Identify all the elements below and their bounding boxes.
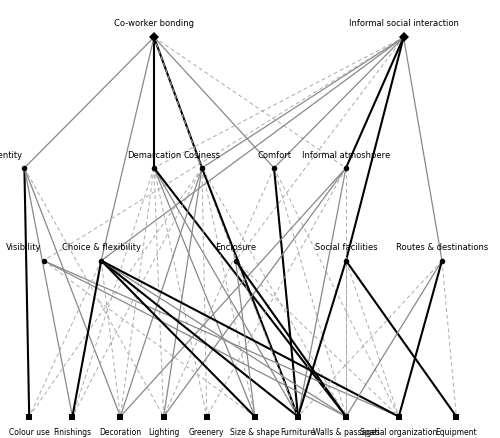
Text: Enclosure: Enclosure — [215, 243, 256, 252]
Text: Social facilities: Social facilities — [314, 243, 378, 252]
Text: Cosiness: Cosiness — [184, 150, 220, 159]
Text: Visibility: Visibility — [6, 243, 41, 252]
Text: Informal social interaction: Informal social interaction — [348, 19, 459, 28]
Text: Routes & destinations: Routes & destinations — [396, 243, 488, 252]
Text: Equipment: Equipment — [436, 427, 477, 436]
Text: Co-worker bonding: Co-worker bonding — [114, 19, 194, 28]
Text: Lighting: Lighting — [148, 427, 180, 436]
Text: Walls & passages: Walls & passages — [312, 427, 380, 436]
Text: Furniture: Furniture — [280, 427, 316, 436]
Text: Size & shape: Size & shape — [230, 427, 280, 436]
Text: Informal atmoshpere: Informal atmoshpere — [302, 150, 390, 159]
Text: Comfort: Comfort — [257, 150, 291, 159]
Text: Colour use: Colour use — [9, 427, 50, 436]
Text: Demarcation: Demarcation — [127, 150, 181, 159]
Text: Finishings: Finishings — [54, 427, 92, 436]
Text: Spatial organization: Spatial organization — [360, 427, 438, 436]
Text: Decoration: Decoration — [100, 427, 141, 436]
Text: Choice & flexibility: Choice & flexibility — [62, 243, 140, 252]
Text: Greenery: Greenery — [189, 427, 224, 436]
Text: Visual identity: Visual identity — [0, 150, 22, 159]
